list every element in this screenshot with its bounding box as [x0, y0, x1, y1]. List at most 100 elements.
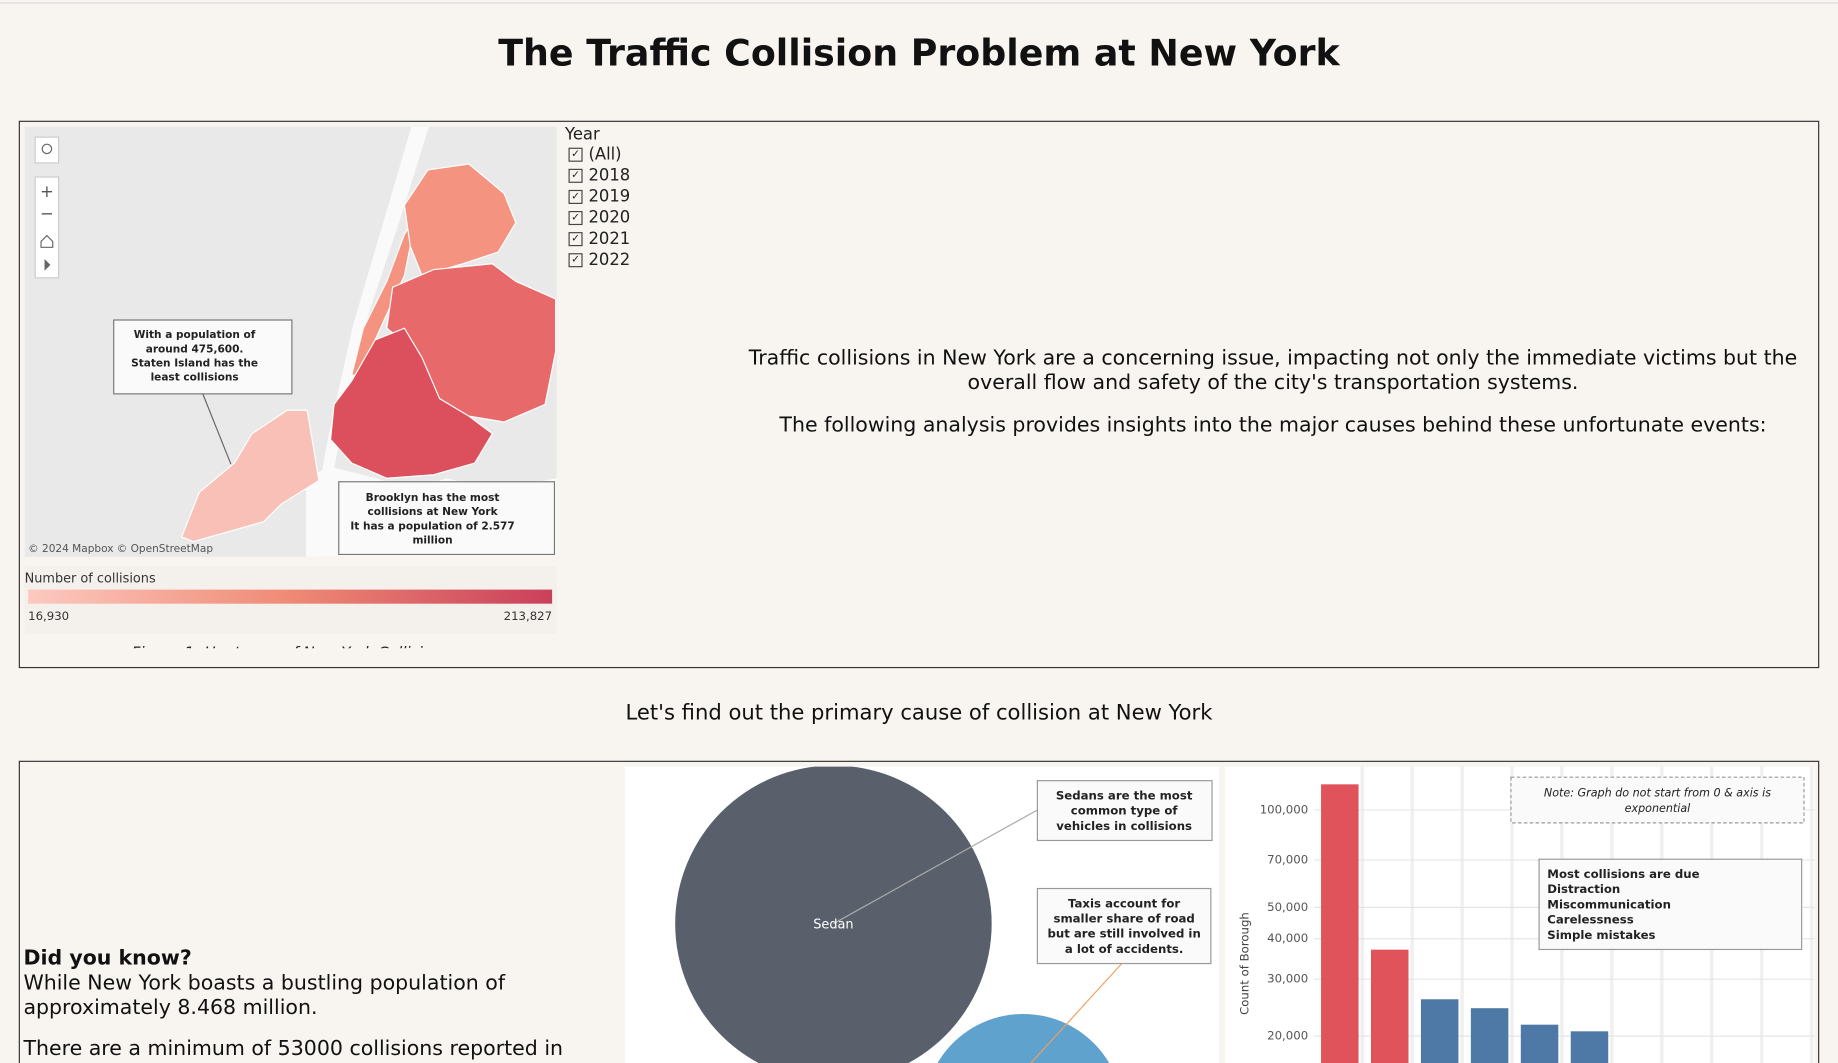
column-stripe	[1360, 766, 1364, 1063]
legend-gradient	[28, 589, 553, 604]
bar	[1520, 1024, 1559, 1063]
column-stripe	[1460, 766, 1464, 1063]
year-filter: Year ✓ (All) ✓ 2018 ✓ 2019 ✓ 2020 ✓ 2021 ✓ 2022	[565, 125, 630, 270]
checkbox[interactable]: ✓	[568, 210, 583, 226]
y-tick-label: 100,000	[1260, 802, 1308, 816]
top-rule	[0, 2, 1838, 4]
bar	[1370, 949, 1409, 1063]
annotation-leader	[833, 809, 1038, 925]
brooklyn	[329, 327, 494, 479]
option-label: 2022	[588, 250, 631, 270]
annotation-leader	[1030, 963, 1123, 1063]
annotation-line: Taxis account for	[1068, 896, 1180, 910]
y-tick-label: 40,000	[1267, 931, 1308, 945]
map-controls: + −	[34, 136, 60, 279]
filter-label: Year	[564, 125, 600, 145]
zoom-in[interactable]: +	[40, 182, 54, 201]
filter-option[interactable]: ✓ 2018	[565, 165, 630, 186]
intro: Traffic collisions in New York are a con…	[733, 347, 1814, 438]
annotation-box	[338, 481, 556, 556]
fact-heading: Did you know?	[23, 947, 192, 971]
home-icon[interactable]	[40, 234, 54, 248]
bar	[1470, 1008, 1509, 1063]
option-label: (All)	[588, 145, 622, 165]
annotation-line: Most collisions are due	[1547, 867, 1699, 881]
annotation-line: common type of	[1071, 804, 1179, 818]
annotation-line: Simple mistakes	[1547, 928, 1655, 942]
annotation-line: least collisions	[151, 371, 239, 383]
bubble	[675, 766, 992, 1063]
bubble	[937, 1013, 1110, 1063]
column-stripe	[1510, 766, 1514, 1063]
top-panel	[18, 120, 1820, 669]
bronx	[403, 163, 517, 277]
filter-option[interactable]: ✓ 2020	[565, 207, 630, 228]
zoom-out[interactable]: −	[40, 204, 54, 223]
dashboard-title: The Traffic Collision Problem at New Yor…	[498, 32, 1340, 76]
intro-paragraph: Traffic collisions in New York are a con…	[748, 346, 1798, 396]
annotation-line: Brooklyn has the most	[366, 492, 500, 504]
bubble-chart: Sedan Sedans are the most common type ofv…	[624, 766, 1220, 1063]
annotation-leader	[202, 393, 232, 465]
annotation-line: exponential	[1625, 802, 1692, 815]
option-label: 2021	[588, 229, 631, 249]
note-box	[1510, 776, 1805, 824]
column-stripe	[1410, 766, 1414, 1063]
annotation-line: With a population of	[134, 329, 256, 341]
search-icon	[41, 143, 53, 155]
annotation-line: vehicles in collisions	[1056, 819, 1192, 833]
checkbox[interactable]: ✓	[568, 168, 583, 183]
annotation-box	[1036, 887, 1212, 965]
option-label: 2019	[588, 187, 631, 207]
staten-island	[180, 409, 320, 543]
bar-chart: 20,000 30,000 40,000 50,000 70,000 100,000 Cou…	[1224, 766, 1815, 1063]
zoom-controls[interactable]	[34, 176, 60, 279]
intro-paragraph: The following analysis provides insights…	[779, 413, 1767, 438]
annotation-box	[1538, 858, 1803, 951]
bar	[1570, 1031, 1609, 1063]
search-button[interactable]	[34, 136, 60, 164]
filter-option[interactable]: ✓ 2022	[565, 250, 630, 271]
map-caption: Figure 1: Heat map of New York Collision…	[132, 643, 450, 648]
column-stripe	[1809, 766, 1814, 1063]
annotation-box	[113, 319, 293, 395]
annotation-line: Distraction	[1547, 882, 1620, 896]
annotation-line: smaller share of road	[1053, 911, 1194, 925]
annotation-line: It has a population of 2.577	[350, 520, 514, 532]
annotation-line: Miscommunication	[1547, 897, 1671, 911]
map-attribution: © 2024 Mapbox © OpenStreetMap	[28, 543, 213, 555]
annotation-line: million	[412, 534, 452, 546]
checkbox[interactable]: ✓	[568, 147, 583, 162]
checkbox[interactable]: ✓	[568, 253, 583, 268]
bubble-label: Sedan	[813, 917, 853, 932]
y-tick-label: 50,000	[1267, 900, 1308, 914]
annotation-line: around 475,600.	[146, 343, 244, 355]
y-tick-label: 20,000	[1267, 1029, 1308, 1043]
bar	[1420, 999, 1459, 1063]
river	[305, 126, 430, 557]
annotation-line: but are still involved in	[1047, 927, 1200, 941]
legend-min: 16,930	[28, 609, 69, 623]
annotation-line: Staten Island has the	[131, 357, 258, 369]
fact-text: While New York boasts a bustling populat…	[23, 971, 506, 1020]
play-icon[interactable]	[44, 259, 51, 271]
annotation-line: collisions at New York	[367, 506, 498, 518]
bottom-panel	[18, 760, 1820, 1063]
legend-title: Number of collisions	[25, 572, 156, 587]
option-label: 2020	[588, 208, 631, 228]
checkbox[interactable]: ✓	[568, 232, 583, 247]
bar	[1321, 784, 1359, 1063]
did-you-know: Did you know? While New York boasts a bu…	[23, 947, 615, 1063]
legend-max: 213,827	[504, 609, 552, 623]
filter-option[interactable]: ✓ 2019	[565, 186, 630, 207]
option-label: 2018	[588, 166, 631, 186]
filter-option[interactable]: ✓ (All)	[565, 144, 630, 165]
annotation-line: a lot of accidents.	[1065, 942, 1183, 956]
annotation-line: Sedans are the most	[1056, 788, 1193, 802]
y-tick-label: 70,000	[1267, 853, 1308, 867]
annotation-line: Carelessness	[1547, 913, 1633, 927]
filter-option[interactable]: ✓ 2021	[565, 229, 630, 250]
heat-map: + − © 2024 Mapbox © OpenStreetMap Number…	[24, 126, 557, 648]
checkbox[interactable]: ✓	[568, 189, 583, 204]
